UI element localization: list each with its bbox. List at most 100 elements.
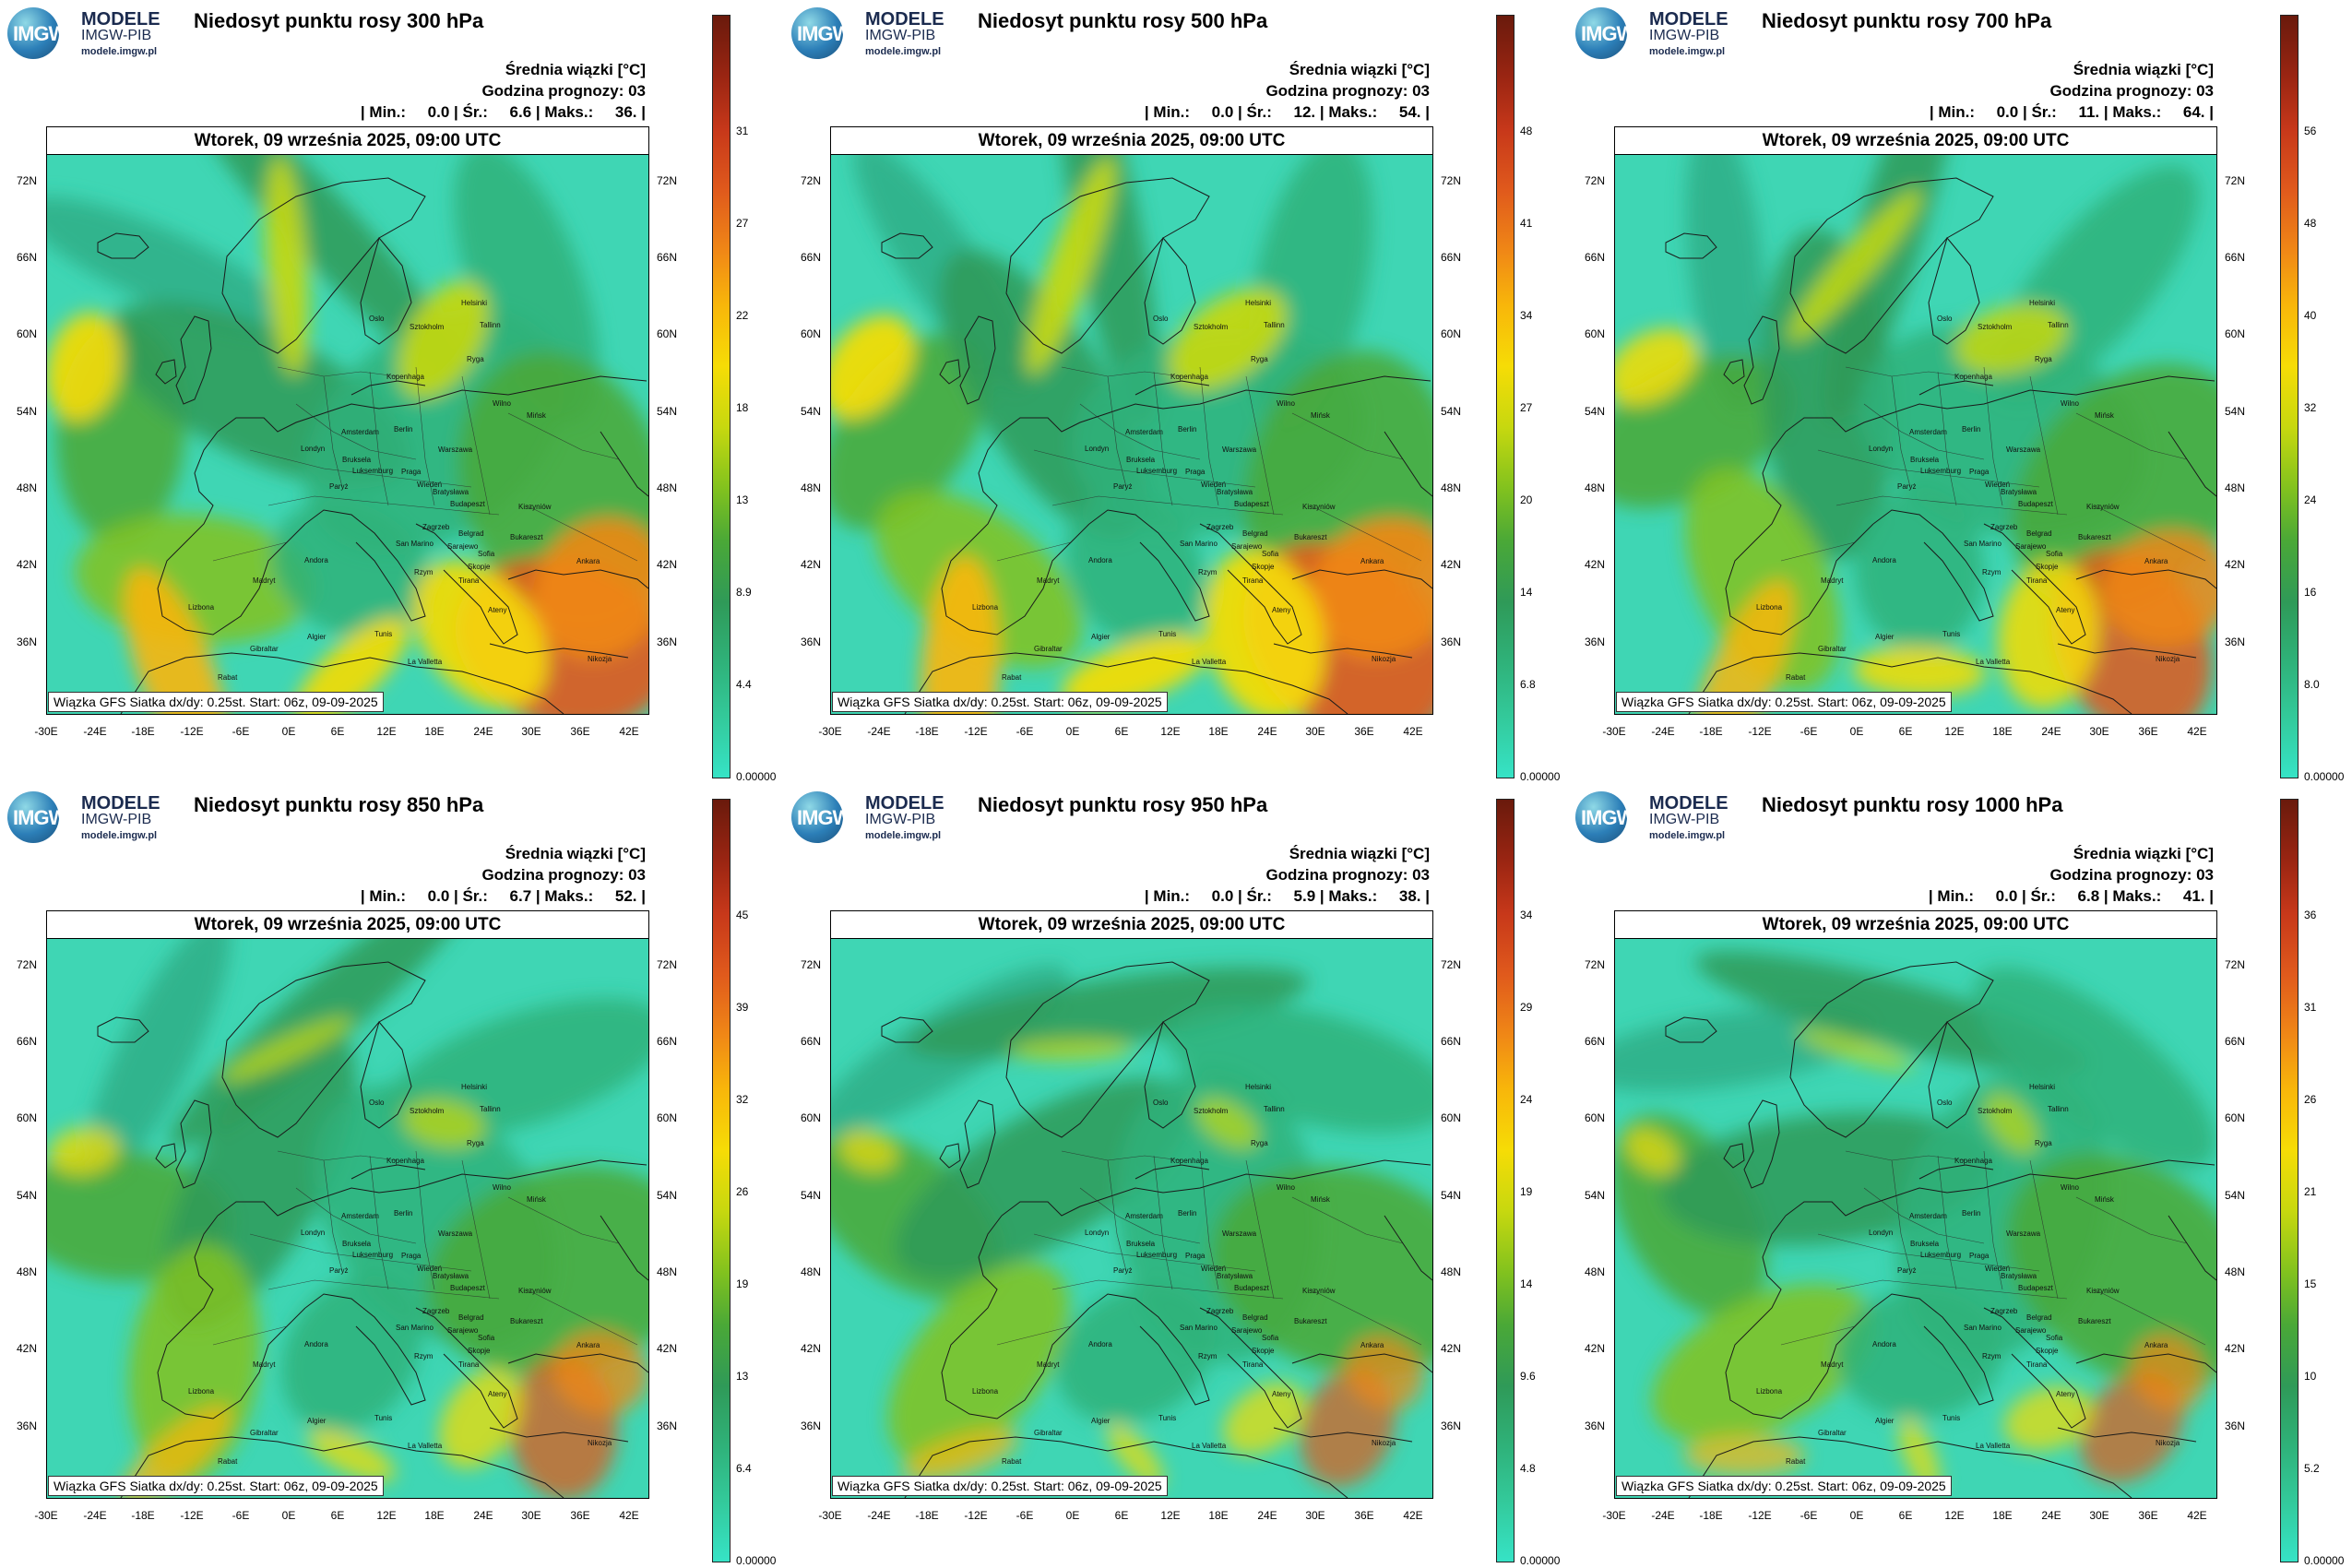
city-label: Ateny <box>2056 1390 2074 1398</box>
city-label: Wilno <box>1277 399 1296 408</box>
lon-label: 42E <box>1403 725 1423 738</box>
lon-label: -6E <box>1016 1509 1034 1522</box>
imgw-logo[interactable]: IMGW MODELE IMGW-PIB modele.imgw.pl <box>791 791 957 843</box>
lon-label: 12E <box>1160 725 1181 738</box>
city-label: Bratysława <box>2001 488 2037 496</box>
city-label: Budapeszt <box>2018 500 2054 508</box>
coastlines <box>97 177 648 714</box>
lon-label: 42E <box>619 1509 639 1522</box>
city-label: Tunis <box>1158 630 1176 638</box>
lon-label: -6E <box>1800 1509 1818 1522</box>
city-label: Algier <box>1875 1417 1895 1425</box>
city-label: Ankara <box>1360 1341 1384 1349</box>
logo-mark-text: IMGW <box>1581 22 1635 45</box>
field-shading <box>47 939 648 1498</box>
city-label: Ateny <box>2056 606 2074 614</box>
city-label: Ryga <box>2035 1139 2052 1147</box>
lat-label-right: 66N <box>2225 251 2246 264</box>
lat-label-left: 48N <box>1585 481 1606 494</box>
dewpoint-depression-map[interactable]: Oslo Sztokholm Helsinki Tallinn Ryga Kopenhag… <box>830 938 1433 1499</box>
lon-label: 0E <box>1065 725 1080 738</box>
lon-label: 36E <box>1354 725 1374 738</box>
lat-label-right: 42N <box>657 558 678 571</box>
city-label: Belgrad <box>2026 529 2052 538</box>
logo-url: modele.imgw.pl <box>1649 830 1726 841</box>
city-label: Zagrzeb <box>1206 1307 1234 1315</box>
city-label: Kopenhaga <box>1170 373 1208 381</box>
lon-label: 42E <box>2187 725 2207 738</box>
imgw-logo[interactable]: IMGW MODELE IMGW-PIB modele.imgw.pl <box>1575 7 1741 59</box>
country-borders <box>212 366 638 562</box>
lat-label-left: 54N <box>17 405 38 418</box>
city-label: Belgrad <box>458 529 484 538</box>
imgw-logo[interactable]: IMGW MODELE IMGW-PIB modele.imgw.pl <box>1575 791 1741 843</box>
lat-label-right: 72N <box>1441 958 1462 971</box>
city-label: Kopenhaga <box>386 373 424 381</box>
dewpoint-depression-map[interactable]: Oslo Sztokholm Helsinki Tallinn Ryga Kopenhag… <box>46 938 649 1499</box>
ensemble-mean-label: Średnia wiązki [°C] <box>505 845 646 862</box>
lon-label: 0E <box>281 725 296 738</box>
city-label: Wilno <box>2061 1183 2080 1192</box>
imgw-logo[interactable]: IMGW MODELE IMGW-PIB modele.imgw.pl <box>791 7 957 59</box>
city-label: Sofia <box>478 550 495 558</box>
imgw-logo[interactable]: IMGW MODELE IMGW-PIB modele.imgw.pl <box>7 7 173 59</box>
stats-line: | Min.: 0.0 | Śr.: 12. | Maks.: 54. | <box>1144 103 1430 121</box>
valid-date-bar: Wtorek, 09 września 2025, 09:00 UTC <box>1614 126 2217 156</box>
dewpoint-depression-map[interactable]: Oslo Sztokholm Helsinki Tallinn Ryga Kopenhag… <box>46 154 649 715</box>
colorbar-tick: 13 <box>736 493 749 506</box>
city-label: Algier <box>1875 633 1895 641</box>
valid-date-bar: Wtorek, 09 września 2025, 09:00 UTC <box>830 126 1433 156</box>
stats-line: | Min.: 0.0 | Śr.: 6.7 | Maks.: 52. | <box>360 887 646 905</box>
colorbar-tick: 0.00000 <box>736 770 777 783</box>
city-label: Lizbona <box>972 603 999 612</box>
city-labels: Oslo Sztokholm Helsinki Tallinn Ryga Kopenhag… <box>972 1083 1396 1466</box>
lon-label: -18E <box>131 725 155 738</box>
dewpoint-depression-map[interactable]: Oslo Sztokholm Helsinki Tallinn Ryga Kopenhag… <box>1614 154 2217 715</box>
imgw-logo[interactable]: IMGW MODELE IMGW-PIB modele.imgw.pl <box>7 791 173 843</box>
city-label: Tallinn <box>2048 321 2069 329</box>
city-label: Praga <box>1185 1252 1206 1260</box>
panel-700hpa: IMGW MODELE IMGW-PIB modele.imgw.pl Niedosyt… <box>1568 0 2352 784</box>
city-label: Oslo <box>369 1099 385 1107</box>
city-label: Luksemburg <box>352 467 393 475</box>
logo-url: modele.imgw.pl <box>865 830 942 841</box>
city-label: Luksemburg <box>1136 1251 1177 1259</box>
city-label: Wiedeń <box>1201 1265 1226 1273</box>
city-label: Paryż <box>1897 482 1916 491</box>
city-labels: Oslo Sztokholm Helsinki Tallinn Ryga Kopenhag… <box>972 299 1396 682</box>
dewpoint-depression-map[interactable]: Oslo Sztokholm Helsinki Tallinn Ryga Kopenhag… <box>830 154 1433 715</box>
city-label: Madryt <box>1821 576 1844 585</box>
lon-label: 0E <box>1849 725 1864 738</box>
lon-label: 6E <box>1898 1509 1913 1522</box>
lat-label-left: 72N <box>1585 958 1606 971</box>
lat-label-right: 36N <box>2225 1420 2246 1432</box>
run-footnote: Wiązka GFS Siatka dx/dy: 0.25st. Start: … <box>1616 1476 1952 1496</box>
city-label: Helsinki <box>2029 299 2055 307</box>
lon-label: -12E <box>180 725 204 738</box>
valid-date-bar: Wtorek, 09 września 2025, 09:00 UTC <box>46 126 649 156</box>
city-label: Amsterdam <box>1909 1212 1947 1220</box>
lat-label-right: 36N <box>1441 636 1462 648</box>
lat-label-left: 54N <box>1585 405 1606 418</box>
colorbar-tick: 0.00000 <box>1520 770 1561 783</box>
colorbar-tick: 0.00000 <box>736 1554 777 1567</box>
field-shading <box>831 155 1432 714</box>
lat-label-right: 48N <box>657 481 678 494</box>
dewpoint-depression-map[interactable]: Oslo Sztokholm Helsinki Tallinn Ryga Kopenhag… <box>1614 938 2217 1499</box>
city-label: Bruksela <box>1126 1240 1156 1248</box>
ensemble-mean-label: Średnia wiązki [°C] <box>2073 61 2214 78</box>
city-label: Andora <box>1088 1340 1112 1348</box>
country-borders <box>1780 366 2206 562</box>
city-label: Rzym <box>1982 568 2002 576</box>
city-label: Skopje <box>468 563 491 571</box>
city-label: Sztokholm <box>1194 1107 1229 1115</box>
city-label: Mińsk <box>2095 1195 2115 1204</box>
colorbar-tick: 9.6 <box>1520 1370 1536 1383</box>
city-label: Sztokholm <box>1978 323 2013 331</box>
colorbar-tick: 14 <box>1520 586 1533 599</box>
lon-label: -30E <box>818 725 842 738</box>
logo-mark-text: IMGW <box>13 22 67 45</box>
city-label: Lizbona <box>1756 1387 1783 1396</box>
city-label: Praga <box>401 468 422 476</box>
lon-label: -30E <box>1602 1509 1626 1522</box>
